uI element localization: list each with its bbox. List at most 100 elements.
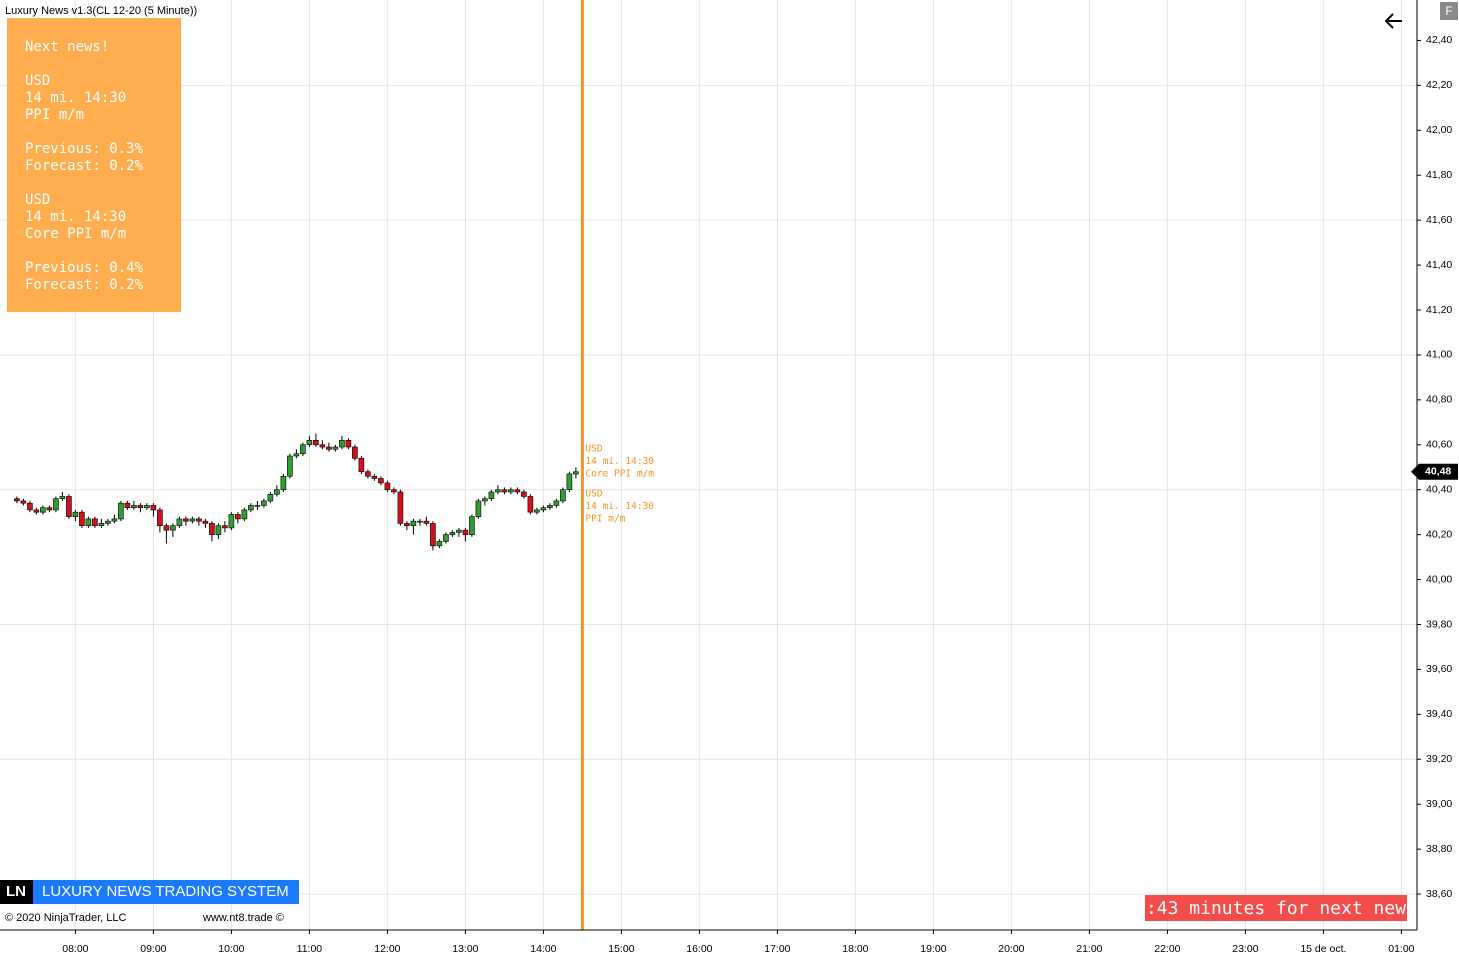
- copyright: © 2020 NinjaTrader, LLC: [5, 912, 126, 924]
- website: www.nt8.trade ©: [202, 912, 284, 924]
- candle-body: [53, 498, 59, 511]
- candle-body: [521, 491, 527, 497]
- x-tick-label: 01:00: [1388, 943, 1414, 955]
- last-price-marker: [1411, 463, 1458, 480]
- candle-body: [391, 489, 397, 493]
- candle-body: [300, 444, 306, 455]
- x-tick-label: 15:00: [608, 943, 634, 955]
- candle-body: [144, 505, 150, 508]
- candle-body: [111, 518, 118, 522]
- y-tick-label: 42,20: [1426, 79, 1452, 91]
- candle-body: [365, 471, 371, 477]
- x-tick-label: 14:00: [530, 943, 556, 955]
- candle-body: [131, 505, 137, 508]
- x-tick-label: 16:00: [686, 943, 712, 955]
- info-currency: USD: [25, 192, 50, 208]
- grid: [0, 0, 1417, 930]
- candle-body: [150, 505, 157, 511]
- candle-body: [436, 541, 443, 547]
- candle-body: [241, 509, 248, 520]
- candle-body: [449, 532, 456, 535]
- event-annotation: USD: [585, 489, 602, 500]
- candle-body: [384, 482, 391, 491]
- x-tick-label: 08:00: [62, 943, 88, 955]
- candle-body: [105, 520, 111, 524]
- candle-body: [59, 496, 66, 499]
- candle-body: [46, 507, 53, 511]
- candle-body: [118, 502, 124, 520]
- candle-body: [573, 471, 579, 475]
- candle-body: [267, 493, 274, 502]
- y-tick-label: 41,60: [1426, 214, 1452, 226]
- candle-body: [27, 502, 33, 511]
- event-annotation: PPI m/m: [585, 514, 625, 525]
- candle-body: [176, 518, 183, 526]
- candle-body: [157, 509, 163, 526]
- candle-body: [410, 520, 417, 526]
- candle-body: [430, 523, 436, 547]
- candle-body: [547, 505, 553, 508]
- f-button[interactable]: [1440, 2, 1458, 20]
- candle-body: [254, 505, 261, 507]
- event-annotation: 14 mi. 14:30: [585, 501, 654, 512]
- candle-body: [566, 473, 573, 491]
- candle-body: [352, 446, 358, 459]
- countdown: 2:43 minutes for next news: [1135, 898, 1417, 919]
- y-tick-label: 40,80: [1426, 394, 1452, 406]
- candle-body: [293, 453, 300, 457]
- y-tick-label: 40,00: [1426, 573, 1452, 585]
- candle-body: [183, 518, 189, 522]
- candle-body: [358, 457, 365, 473]
- x-tick-label: 20:00: [998, 943, 1024, 955]
- brand-box: [33, 880, 299, 904]
- y-tick-label: 41,40: [1426, 259, 1452, 271]
- candle-body: [79, 511, 85, 526]
- candle-body: [443, 534, 449, 542]
- candle-body: [345, 439, 352, 448]
- y-tick-label: 41,00: [1426, 349, 1452, 361]
- event-annotation: Core PPI m/m: [585, 469, 654, 480]
- window-title: Luxury News v1.3(CL 12-20 (5 Minute)): [5, 5, 197, 17]
- y-tick-label: 42,40: [1426, 34, 1452, 46]
- logo-box: [0, 880, 33, 904]
- candle-body: [280, 475, 287, 491]
- y-tick-label: 40,60: [1426, 439, 1452, 451]
- x-tick-label: 18:00: [842, 943, 868, 955]
- y-tick-label: 41,80: [1426, 169, 1452, 181]
- countdown-box: [1145, 895, 1407, 921]
- candle-body: [209, 523, 215, 535]
- event-annotation: USD: [585, 444, 602, 455]
- candle-body: [137, 505, 144, 508]
- candle-body: [124, 502, 131, 508]
- y-tick-label: 39,00: [1426, 798, 1452, 810]
- info-event: PPI m/m: [25, 107, 84, 123]
- y-tick-label: 38,60: [1426, 888, 1452, 900]
- candle-body: [215, 525, 222, 535]
- candle-body: [527, 496, 534, 513]
- x-tick-label: 21:00: [1076, 943, 1102, 955]
- y-tick-label: 39,80: [1426, 618, 1452, 630]
- y-tick-label: 39,40: [1426, 708, 1452, 720]
- candle-body: [313, 439, 319, 446]
- info-event: Core PPI m/m: [25, 226, 126, 242]
- info-currency: USD: [25, 73, 50, 89]
- candle-body: [540, 507, 547, 511]
- candle-body: [92, 518, 98, 526]
- candle-body: [501, 489, 508, 493]
- x-tick-label: 23:00: [1232, 943, 1258, 955]
- f-button-label[interactable]: F: [1445, 4, 1452, 18]
- back-arrow[interactable]: [1384, 13, 1402, 29]
- candle-body: [98, 523, 105, 526]
- candle-body: [560, 489, 566, 502]
- candle-body: [508, 489, 514, 493]
- candle-body: [514, 489, 521, 493]
- brand-name: LUXURY NEWS TRADING SYSTEM: [42, 883, 289, 900]
- info-previous: Previous: 0.4%: [25, 260, 144, 276]
- x-tick-label: 11:00: [297, 943, 323, 955]
- y-tick-label: 38,80: [1426, 843, 1452, 855]
- candle-body: [482, 498, 488, 502]
- candle-body: [534, 509, 540, 513]
